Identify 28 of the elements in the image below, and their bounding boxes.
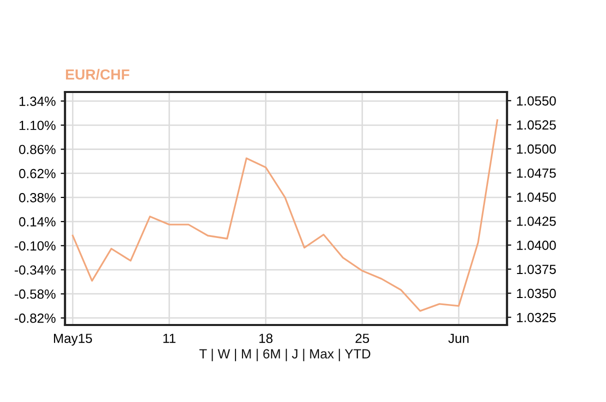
x-tick-label: 18	[259, 334, 272, 344]
y2-tick-label: 1.0350	[517, 288, 556, 298]
y-tick-label: -0.10%	[14, 241, 56, 251]
x-tick-label: May15	[54, 334, 92, 346]
y2-tick-label: 1.0525	[517, 120, 556, 130]
x-tick-label: Jun	[448, 334, 469, 344]
y2-tick-label: 1.0500	[517, 144, 556, 154]
y-tick-label: 1.34%	[20, 96, 56, 106]
x-tick-label: 11	[163, 334, 176, 343]
line-series	[72, 119, 498, 312]
chart-title: EUR/CHF	[66, 68, 130, 80]
y2-tick-label: 1.0325	[517, 312, 556, 322]
y2-tick-label: 1.0425	[517, 216, 556, 226]
y-tick-label: 1.10%	[20, 120, 56, 130]
y2-tick-label: 1.0375	[517, 264, 556, 274]
y2-tick-label: 1.0450	[517, 192, 556, 202]
text: T | W | M | 6M | J | Max | YTD	[199, 348, 370, 362]
y-tick-label: 0.38%	[19, 193, 56, 202]
y-tick-label: 0.86%	[19, 144, 56, 154]
y-tick-label: -0.58%	[14, 289, 56, 299]
y-tick-label: -0.34%	[14, 265, 56, 275]
x-tick-label: 25	[356, 334, 370, 344]
y-tick-label: 0.62%	[19, 168, 56, 178]
y2-tick-label: 1.0550	[517, 96, 556, 106]
y2-tick-label: 1.0475	[517, 168, 556, 178]
y2-tick-label: 1.0400	[517, 240, 556, 250]
y-tick-label: -0.82%	[14, 314, 56, 323]
y-tick-label: 0.14%	[19, 217, 56, 226]
